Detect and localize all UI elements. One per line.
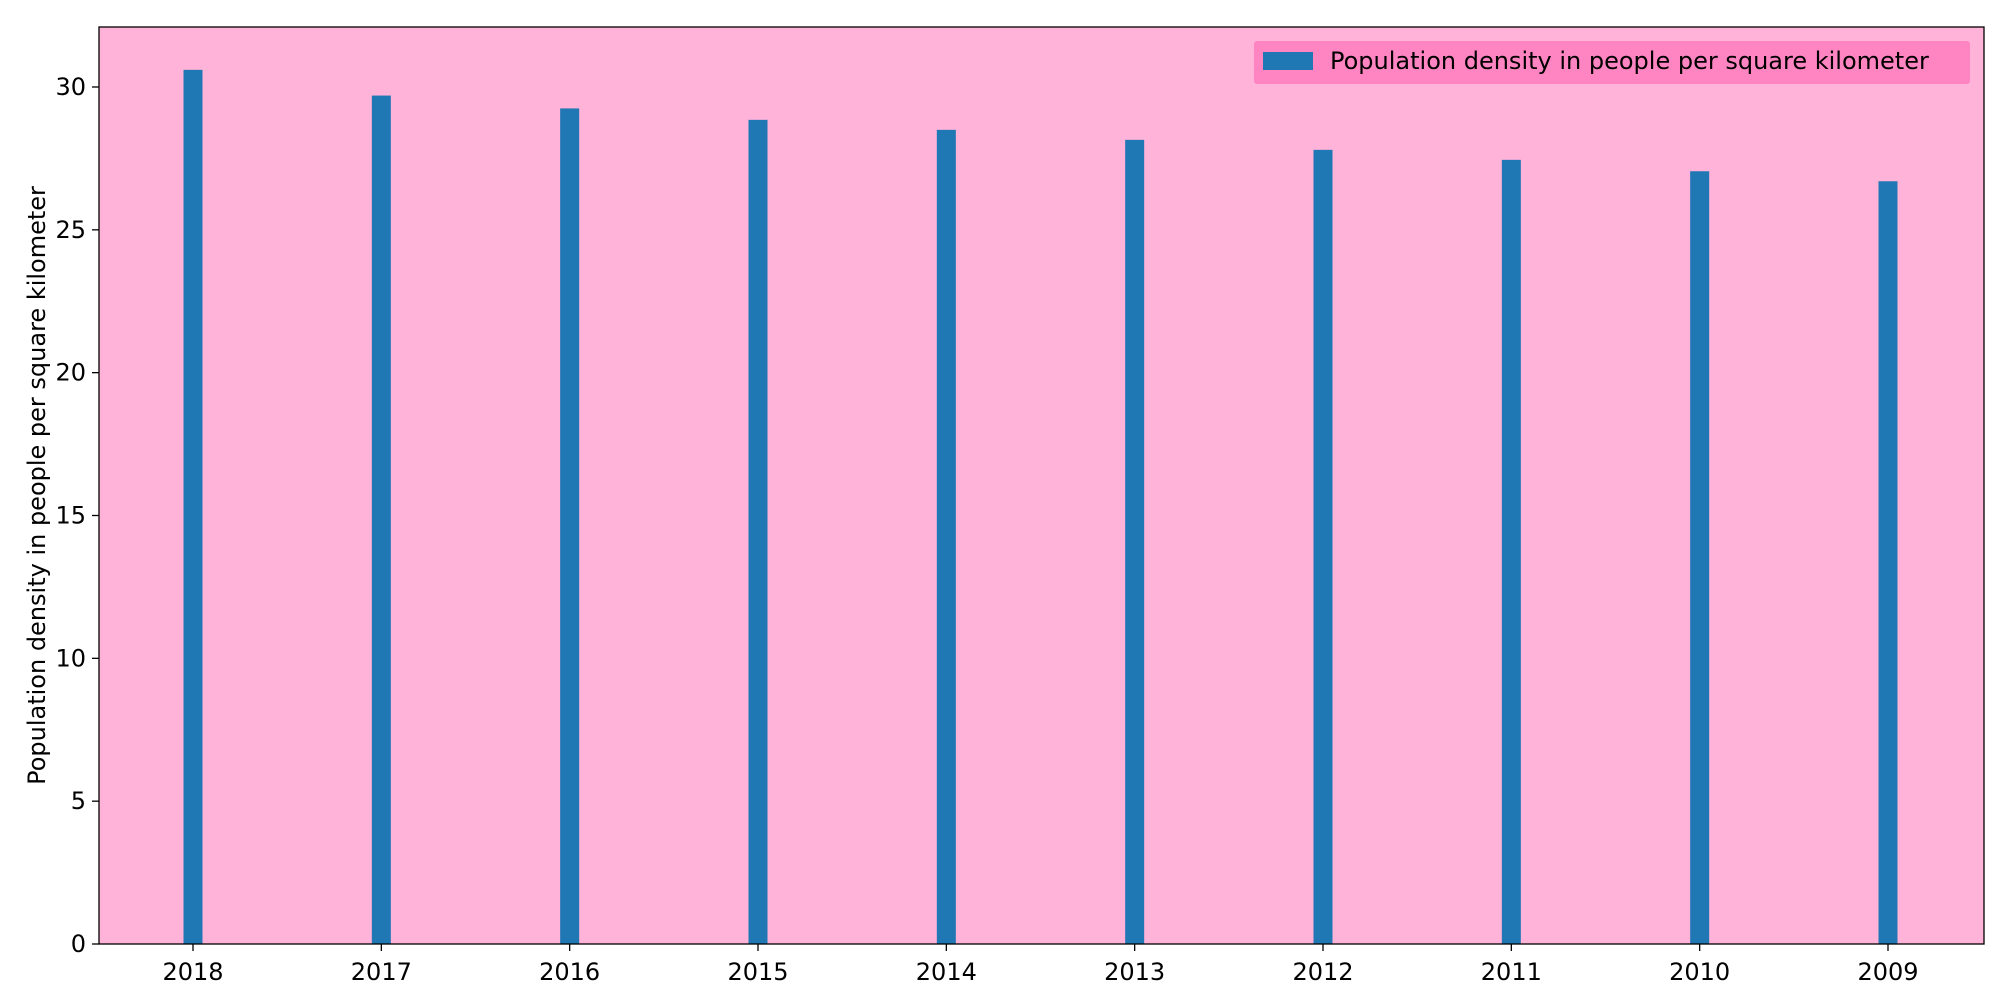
x-axis-ticks: 2018 2017 2016 2015 2014 2013 2012 2011 2010 2009: [162, 944, 1919, 986]
bar-2009: [1878, 181, 1898, 944]
y-tick-label-20: 20: [55, 359, 86, 387]
bar-2018: [183, 69, 203, 945]
bar-2012: [1313, 149, 1333, 945]
y-tick-label-5: 5: [71, 787, 86, 815]
x-tick-label-2016: 2016: [539, 958, 600, 986]
plot-frame: [98, 26, 1985, 945]
x-tick-label-2012: 2012: [1292, 958, 1353, 986]
legend-swatch: [1263, 52, 1313, 70]
x-tick-label-2009: 2009: [1857, 958, 1918, 986]
legend: Population density in people per square …: [1254, 41, 1970, 84]
legend-label: Population density in people per square …: [1330, 47, 1929, 75]
bar-2015: [748, 119, 768, 945]
bar-2011: [1501, 159, 1521, 945]
plot-background: [99, 27, 1984, 944]
y-tick-label-25: 25: [55, 216, 86, 244]
bar-2013: [1125, 139, 1145, 945]
bar-2010: [1690, 171, 1710, 944]
x-tick-label-2011: 2011: [1481, 958, 1542, 986]
bars-layer: [183, 69, 1898, 945]
x-tick-label-2010: 2010: [1669, 958, 1730, 986]
bar-2016: [560, 108, 580, 945]
x-tick-label-2013: 2013: [1104, 958, 1165, 986]
x-tick-label-2014: 2014: [916, 958, 977, 986]
bar-2017: [371, 95, 391, 944]
y-tick-label-10: 10: [55, 644, 86, 672]
y-tick-label-15: 15: [55, 502, 86, 530]
y-axis-ticks: 0 5 10 15 20 25 30: [55, 73, 99, 958]
y-tick-label-30: 30: [55, 73, 86, 101]
y-axis-title: Population density in people per square …: [23, 186, 51, 785]
x-tick-label-2017: 2017: [351, 958, 412, 986]
bar-2014: [936, 129, 956, 945]
y-tick-label-0: 0: [71, 930, 86, 958]
x-tick-label-2015: 2015: [727, 958, 788, 986]
x-tick-label-2018: 2018: [162, 958, 223, 986]
legend-box: [1254, 41, 1970, 84]
